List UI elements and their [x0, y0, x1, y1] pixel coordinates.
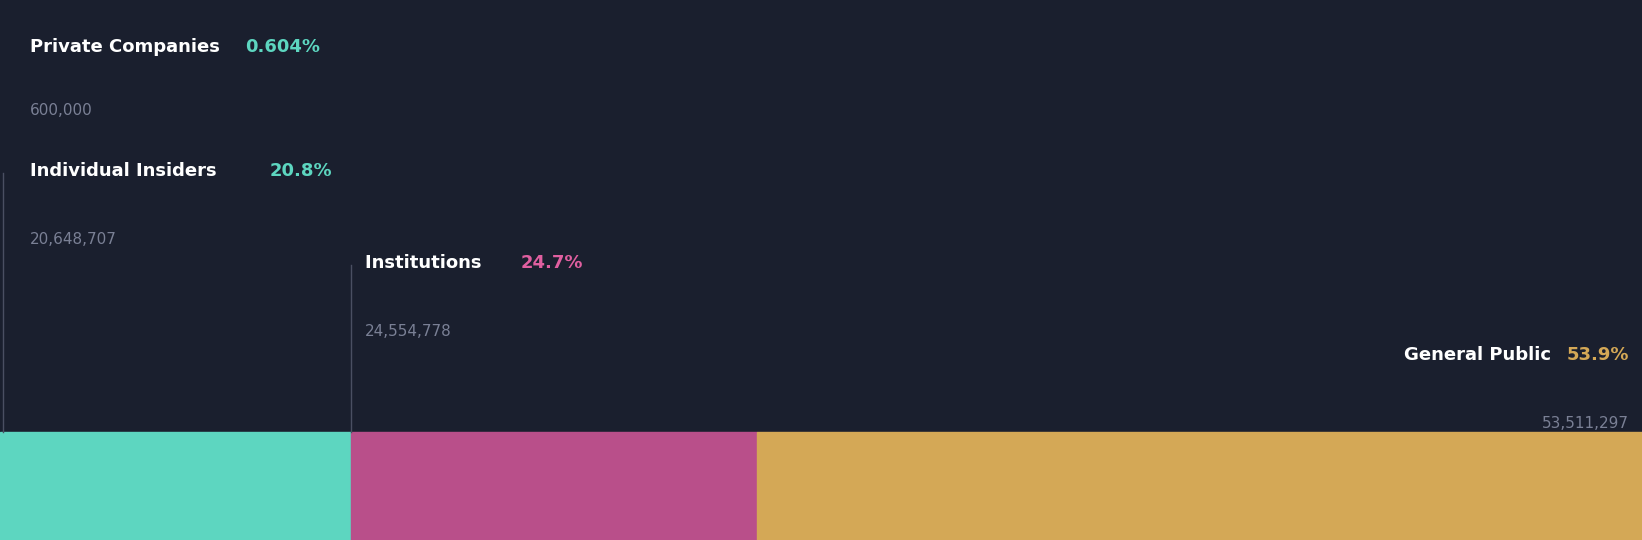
Text: 20,648,707: 20,648,707: [30, 232, 117, 247]
Text: Individual Insiders: Individual Insiders: [30, 162, 222, 180]
Text: 24.7%: 24.7%: [521, 254, 583, 272]
Bar: [0, 432, 351, 540]
Text: 20.8%: 20.8%: [269, 162, 332, 180]
Bar: [757, 432, 1642, 540]
Text: 53,511,297: 53,511,297: [1542, 416, 1629, 431]
Text: Institutions: Institutions: [365, 254, 488, 272]
Text: 0.604%: 0.604%: [245, 38, 320, 56]
Text: Private Companies: Private Companies: [30, 38, 225, 56]
Text: General Public: General Public: [1404, 346, 1557, 363]
Bar: [351, 432, 757, 540]
Text: 600,000: 600,000: [30, 103, 92, 118]
Text: 53.9%: 53.9%: [1566, 346, 1629, 363]
Text: 24,554,778: 24,554,778: [365, 324, 452, 339]
